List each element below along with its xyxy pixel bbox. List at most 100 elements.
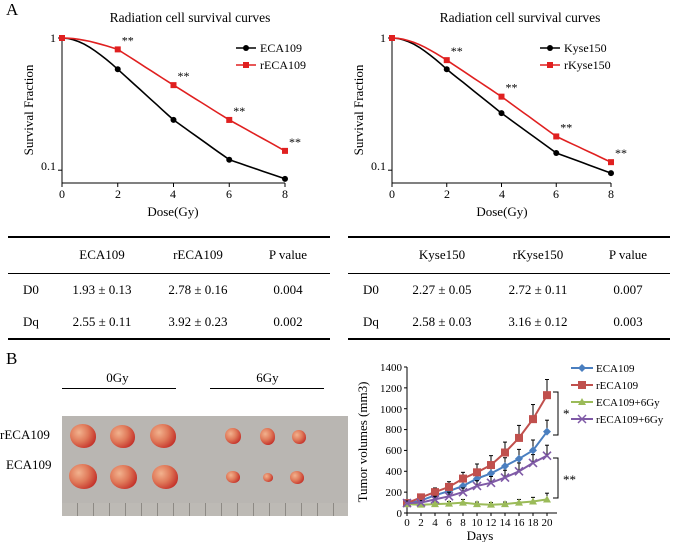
curve-rECA109: [61, 37, 286, 152]
survival-chart-right: ** ** ** ** 1 0.1 0 2 4 6 8 Dose(Gy) Surviv…: [351, 31, 627, 219]
table-header-row: Kyse150 rKyse150 P value: [348, 236, 670, 274]
survival-chart-left: ** ** ** ** 1 0.1 0 2 4 6 8 Dose(Gy) Surviv…: [21, 31, 306, 219]
header-kyse150: Kyse150: [394, 236, 490, 274]
header-reca109: rECA109: [150, 236, 246, 274]
table-row: D0 2.27 ± 0.05 2.72 ± 0.11 0.007: [348, 273, 670, 306]
y-axis-label: Survival Fraction: [351, 64, 366, 155]
point-ECA109+6Gy: [515, 498, 523, 506]
legend-marker-black: [243, 45, 249, 51]
x-tick-20: 20: [542, 517, 554, 529]
x-tick-0: 0: [389, 187, 395, 201]
y-tick-200: 200: [386, 487, 403, 499]
significance-mark: **: [233, 104, 245, 118]
point-rKyse150: [498, 93, 505, 100]
axes-left: [61, 38, 285, 184]
point-rECA109: [226, 116, 233, 123]
point-rKyse150: [553, 133, 560, 140]
point-ECA109: [515, 454, 523, 463]
x-tick-4: 4: [170, 187, 176, 201]
point-ECA109: [501, 462, 509, 471]
header-eca109: ECA109: [54, 236, 150, 274]
stats-table-left: ECA109 rECA109 P value D0 1.93 ± 0.13 2.…: [8, 236, 330, 340]
point-rECA109+6Gy: [430, 494, 440, 505]
tumor: [150, 424, 176, 448]
point-Kyse150: [553, 149, 560, 156]
row-label-reca109: rECA109: [0, 427, 50, 442]
legend-marker-black: [547, 45, 553, 51]
point-rECA109: [417, 493, 425, 502]
cell: 2.55 ± 0.11: [54, 306, 150, 340]
significance-mark: **: [289, 135, 301, 149]
legend-eca109: ECA109: [260, 41, 302, 55]
point-rECA109+6Gy: [458, 487, 468, 497]
y-tick-0-1: 0.1: [371, 159, 386, 173]
point-rECA109: [501, 448, 509, 457]
point-ECA109+6Gy: [487, 500, 495, 508]
point-ECA109+6Gy: [431, 500, 439, 508]
y-tick-800: 800: [386, 424, 403, 436]
point-rECA109: [543, 391, 551, 400]
row-label: Dq: [8, 306, 54, 340]
legend-rkyse150: rKyse150: [564, 58, 611, 72]
tumor: [290, 471, 304, 484]
ruler: [62, 503, 348, 516]
table-row: Dq 2.55 ± 0.11 3.92 ± 0.23 0.002: [8, 306, 330, 340]
point-ECA109: [114, 66, 121, 73]
cell: 0.007: [613, 281, 643, 297]
growth-chart: 0 200 400 600 800 1000 1200 1400 0 2 4 6…: [355, 362, 664, 542]
legend-left: ECA109 rECA109: [236, 41, 306, 72]
point-ECA109+6Gy: [543, 495, 551, 503]
y-axis-label: Survival Fraction: [21, 64, 36, 155]
legend-marker-cross: [577, 414, 587, 424]
y-tick-600: 600: [386, 445, 403, 457]
legend-eca109: ECA109: [596, 363, 635, 375]
point-rECA109+6Gy: [486, 478, 496, 488]
row-label: Dq: [348, 306, 394, 340]
point-rECA109: [459, 474, 467, 483]
legend-eca109-6gy: ECA109+6Gy: [596, 397, 660, 409]
point-rECA109: [529, 415, 537, 424]
point-ECA109: [170, 116, 177, 123]
curve-rKyse150: [391, 37, 612, 163]
y-tick-0: 0: [397, 508, 403, 520]
point-rECA109: [487, 461, 495, 470]
x-tick-8: 8: [460, 517, 466, 529]
cell: 0.003: [586, 306, 670, 340]
group-bar-0gy: [62, 388, 176, 389]
group-label-0gy: 0Gy: [106, 370, 129, 385]
x-tick-0: 0: [59, 187, 65, 201]
point-ECA109+6Gy: [529, 497, 537, 505]
point-ECA109: [226, 156, 233, 163]
point-Kyse150: [608, 170, 614, 177]
y-tick-1: 1: [50, 31, 56, 45]
x-axis-label: Dose(Gy): [147, 204, 198, 219]
growth-axes: [406, 367, 557, 514]
point-rECA109: [473, 468, 481, 477]
significance-mark: **: [506, 81, 518, 95]
x-tick-6: 6: [553, 187, 559, 201]
cell: 3.16 ± 0.12: [490, 306, 586, 340]
point-ECA109: [487, 469, 495, 478]
point-rECA109: [282, 147, 288, 154]
y-tick-0-1: 0.1: [41, 159, 56, 173]
y-tick-1000: 1000: [380, 404, 403, 416]
x-tick-8: 8: [282, 187, 288, 201]
point-rECA109: [515, 433, 523, 442]
point-rECA109+6Gy: [402, 498, 412, 508]
point-rECA109+6Gy: [528, 458, 538, 468]
x-tick-8: 8: [608, 187, 614, 201]
point-rKyse150: [389, 35, 395, 41]
tumor: [292, 430, 306, 444]
significance-mark: **: [615, 146, 627, 160]
header-p-value: P value: [586, 236, 670, 274]
group-bar-6gy: [210, 388, 324, 389]
point-ECA109: [529, 446, 537, 455]
point-ECA109+6Gy: [473, 500, 481, 508]
tumor: [263, 473, 273, 482]
x-tick-10: 10: [472, 517, 484, 529]
legend-reca109-6gy: rECA109+6Gy: [596, 414, 664, 426]
x-tick-4: 4: [499, 187, 505, 201]
tumor: [70, 424, 96, 448]
tumor: [225, 428, 241, 444]
y-tick-400: 400: [386, 466, 403, 478]
